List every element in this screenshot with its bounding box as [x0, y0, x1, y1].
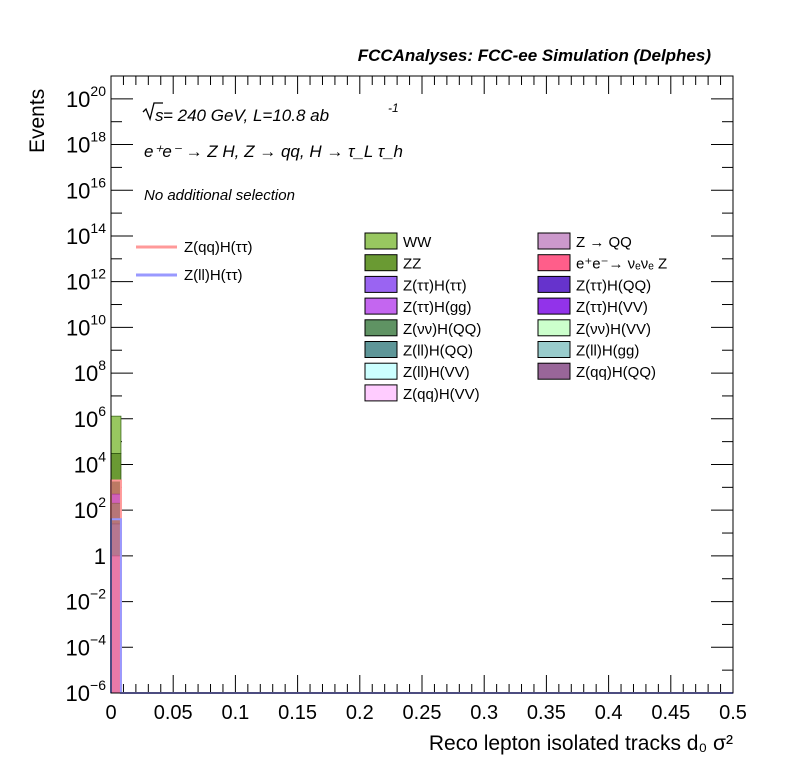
legend-swatch-0 — [364, 232, 398, 250]
y-tick-label-2: 10−2 — [66, 586, 107, 615]
signal-line-0 — [110, 479, 733, 694]
legend-background-label-14: Z(qq)H(VV) — [403, 386, 480, 403]
legend-swatch-14 — [364, 384, 398, 402]
y-tick-label-4: 102 — [74, 494, 106, 523]
legend-background-label-1: Z → QQ — [576, 234, 632, 251]
x-tick-label-3: 0.15 — [278, 702, 317, 724]
legend-background-label-5: Z(ττ)H(QQ) — [576, 277, 651, 294]
legend-swatch-10 — [364, 341, 398, 358]
legend-swatch-1 — [537, 232, 571, 250]
chart-title: FCCAnalyses: FCC-ee Simulation (Delphes) — [358, 46, 712, 65]
legend-background-label-10: Z(ll)H(QQ) — [403, 343, 473, 360]
y-tick-label-0: 10−6 — [66, 677, 107, 706]
y-tick-label-10: 1014 — [66, 220, 106, 249]
y-tick-label-12: 1018 — [66, 129, 106, 158]
axes: 0 0.05 0.1 0.15 0.2 0.25 0.3 0.35 0.4 0.45 0.5 10−6… — [66, 76, 747, 724]
histogram-bars — [110, 415, 733, 694]
signal-line-1 — [110, 518, 733, 694]
y-tick-label-3: 1 — [94, 544, 106, 569]
y-tick-label-8: 1010 — [66, 311, 106, 340]
legend-background-label-12: Z(ll)H(VV) — [403, 364, 470, 381]
overlay-fill-bar — [111, 480, 120, 693]
frame-box — [110, 75, 734, 694]
legend-swatch-3 — [537, 254, 571, 272]
legend-swatch-12 — [364, 362, 398, 380]
legend-background-label-3: e⁺e⁻→ νₑνₑ Z — [576, 256, 667, 273]
y-tick-label-5: 104 — [74, 448, 106, 477]
legend-swatch-6 — [364, 297, 398, 315]
legend-swatch-5 — [537, 275, 571, 293]
legend-background-label-9: Z(νν)H(VV) — [576, 321, 651, 338]
energy-lumi-label: s = 240 GeV, L=10.8 ab -1 — [142, 101, 399, 125]
plot-frame — [110, 75, 734, 694]
legend: Z(qq)H(ττ) Z(ll)H(ττ) WW Z → QQ ZZ e⁺e⁻→ νₑνₑ… — [136, 232, 667, 403]
lumi-exponent: -1 — [388, 101, 399, 115]
x-tick-label-5: 0.25 — [403, 702, 442, 724]
legend-background-label-11: Z(ll)H(gg) — [576, 343, 639, 360]
y-tick-label-6: 106 — [74, 403, 106, 432]
y-axis-label: Events — [26, 89, 49, 153]
x-axis-label: Reco lepton isolated tracks d₀ σ² — [429, 732, 733, 755]
legend-background-label-13: Z(qq)H(QQ) — [576, 364, 656, 381]
x-tick-label-0: 0 — [105, 702, 116, 724]
legend-swatch-8 — [364, 319, 398, 337]
stack-bar-0 — [110, 415, 122, 454]
legend-swatch-7 — [537, 297, 571, 315]
x-tick-label-7: 0.35 — [527, 702, 566, 724]
x-tick-label-8: 0.4 — [595, 702, 623, 724]
legend-background-label-0: WW — [403, 234, 432, 251]
legend-background-label-6: Z(ττ)H(gg) — [403, 299, 472, 316]
legend-background-label-8: Z(νν)H(QQ) — [403, 321, 481, 338]
x-tick-label-9: 0.45 — [651, 702, 690, 724]
legend-background-label-4: Z(ττ)H(ττ) — [403, 277, 467, 294]
legend-swatch-4 — [364, 275, 398, 293]
y-tick-label-9: 1012 — [66, 266, 106, 295]
y-tick-label-1: 10−4 — [66, 631, 107, 660]
legend-swatch-9 — [537, 319, 571, 337]
y-tick-label-13: 1020 — [66, 83, 106, 112]
x-tick-label-10: 0.5 — [719, 702, 747, 724]
legend-swatch-13 — [537, 362, 571, 380]
x-tick-label-1: 0.05 — [154, 702, 193, 724]
energy-text: = 240 GeV, L=10.8 ab — [163, 106, 329, 125]
legend-swatch-2 — [364, 254, 398, 272]
legend-swatch-11 — [537, 341, 571, 358]
x-tick-label-4: 0.2 — [346, 702, 374, 724]
x-tick-label-2: 0.1 — [221, 702, 249, 724]
y-tick-label-7: 108 — [74, 357, 106, 386]
legend-background-label-2: ZZ — [403, 256, 421, 273]
legend-signal-label-1: Z(ll)H(ττ) — [184, 267, 243, 284]
legend-signal-label-0: Z(qq)H(ττ) — [184, 239, 253, 256]
legend-background-label-7: Z(ττ)H(VV) — [576, 299, 648, 316]
selection-label: No additional selection — [144, 187, 295, 204]
process-label: e⁺e⁻ → Z H, Z → qq, H → τ_L τ_h — [144, 142, 403, 161]
y-tick-label-11: 1016 — [66, 174, 106, 203]
energy-symbol: s — [155, 106, 164, 125]
x-tick-label-6: 0.3 — [470, 702, 498, 724]
